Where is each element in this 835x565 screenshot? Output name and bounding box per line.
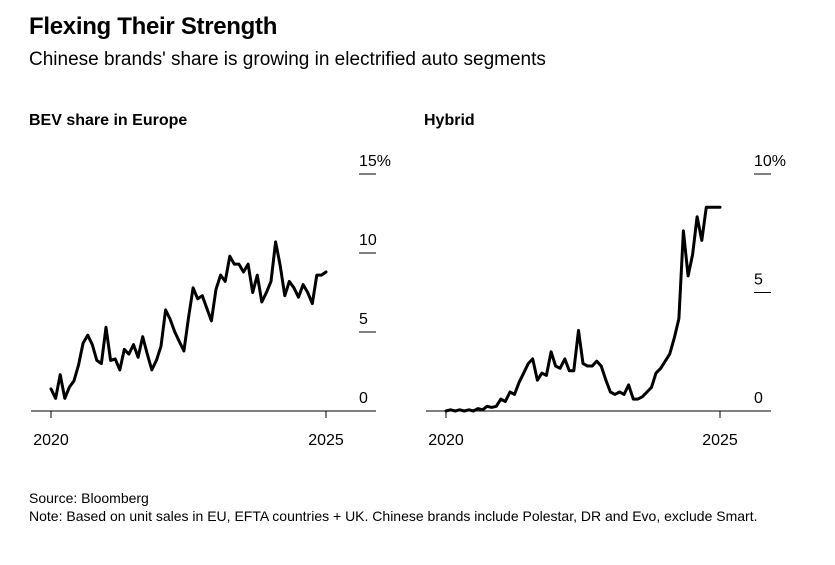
methodology-note: Note: Based on unit sales in EU, EFTA co… [29,508,758,524]
hybrid-share-panel: 0 5 10% 2020 2025 [426,153,786,449]
y-tick-label: 5 [359,311,368,328]
chart-subtitle: Chinese brands' share is growing in elec… [29,49,546,70]
x-tick-label: 2020 [428,432,464,449]
panel-title-hybrid: Hybrid [424,112,475,129]
y-tick-label: 10% [754,153,786,170]
y-tick-label: 5 [754,272,763,289]
series-line [444,205,722,413]
y-tick-label: 0 [359,390,368,407]
y-tick-label: 15% [359,153,391,170]
bev-share-panel: 0 5 10 15% 2020 2025 [31,153,391,449]
y-tick-label: 0 [754,390,763,407]
series-line [49,240,328,400]
chart-title: Flexing Their Strength [29,13,278,40]
source-note: Source: Bloomberg [29,490,149,506]
x-tick-label: 2025 [308,432,344,449]
panel-title-bev: BEV share in Europe [29,112,188,129]
footer: Source: Bloomberg Note: Based on unit sa… [29,489,819,525]
x-tick-label: 2020 [33,432,69,449]
y-tick-label: 10 [359,232,377,249]
x-tick-label: 2025 [702,432,738,449]
